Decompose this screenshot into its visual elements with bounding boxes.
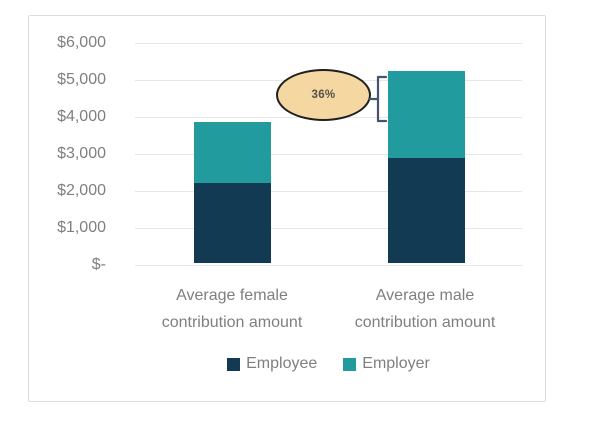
bar-segment-employer-female [194,122,271,184]
gridline [135,228,522,229]
y-axis-tick-label: $4,000 [57,108,106,125]
chart-frame: $6,000 $5,000 $4,000 $3,000 $2,000 $1,000 $- Av… [28,15,546,402]
legend-swatch-employee [227,357,241,371]
legend-item-employee: Employee [227,355,317,373]
y-axis-tick-label: $- [91,256,106,273]
y-axis-tick-label: $1,000 [57,219,106,236]
bar-segment-employer-male [388,70,465,158]
x-axis-label-female: Average female contribution amount [161,287,303,331]
y-axis-tick-label: $2,000 [57,182,106,199]
legend-label-employer: Employer [362,355,430,372]
plot-area: $6,000 $5,000 $4,000 $3,000 $2,000 $1,000 $- Av… [29,16,545,401]
gridline [135,154,522,155]
annotation-ellipse: 36% [276,69,371,121]
bar-segment-employee-male [388,157,465,263]
x-axis-label-male: Average male contribution amount [354,287,496,331]
y-axis-tick-label: $3,000 [57,145,106,162]
annotation-text: 36% [311,89,336,101]
legend-label-employee: Employee [246,355,318,372]
gridline [135,191,522,192]
bar-segment-employee-female [194,183,271,263]
y-axis-tick-label: $6,000 [57,34,106,51]
difference-bracket [367,75,388,123]
legend-item-employer: Employer [343,355,430,373]
legend: Employee Employer [135,355,522,373]
y-axis-tick-label: $5,000 [57,71,106,88]
legend-swatch-employer [343,357,357,371]
gridline [135,43,522,44]
gridline [135,265,522,266]
